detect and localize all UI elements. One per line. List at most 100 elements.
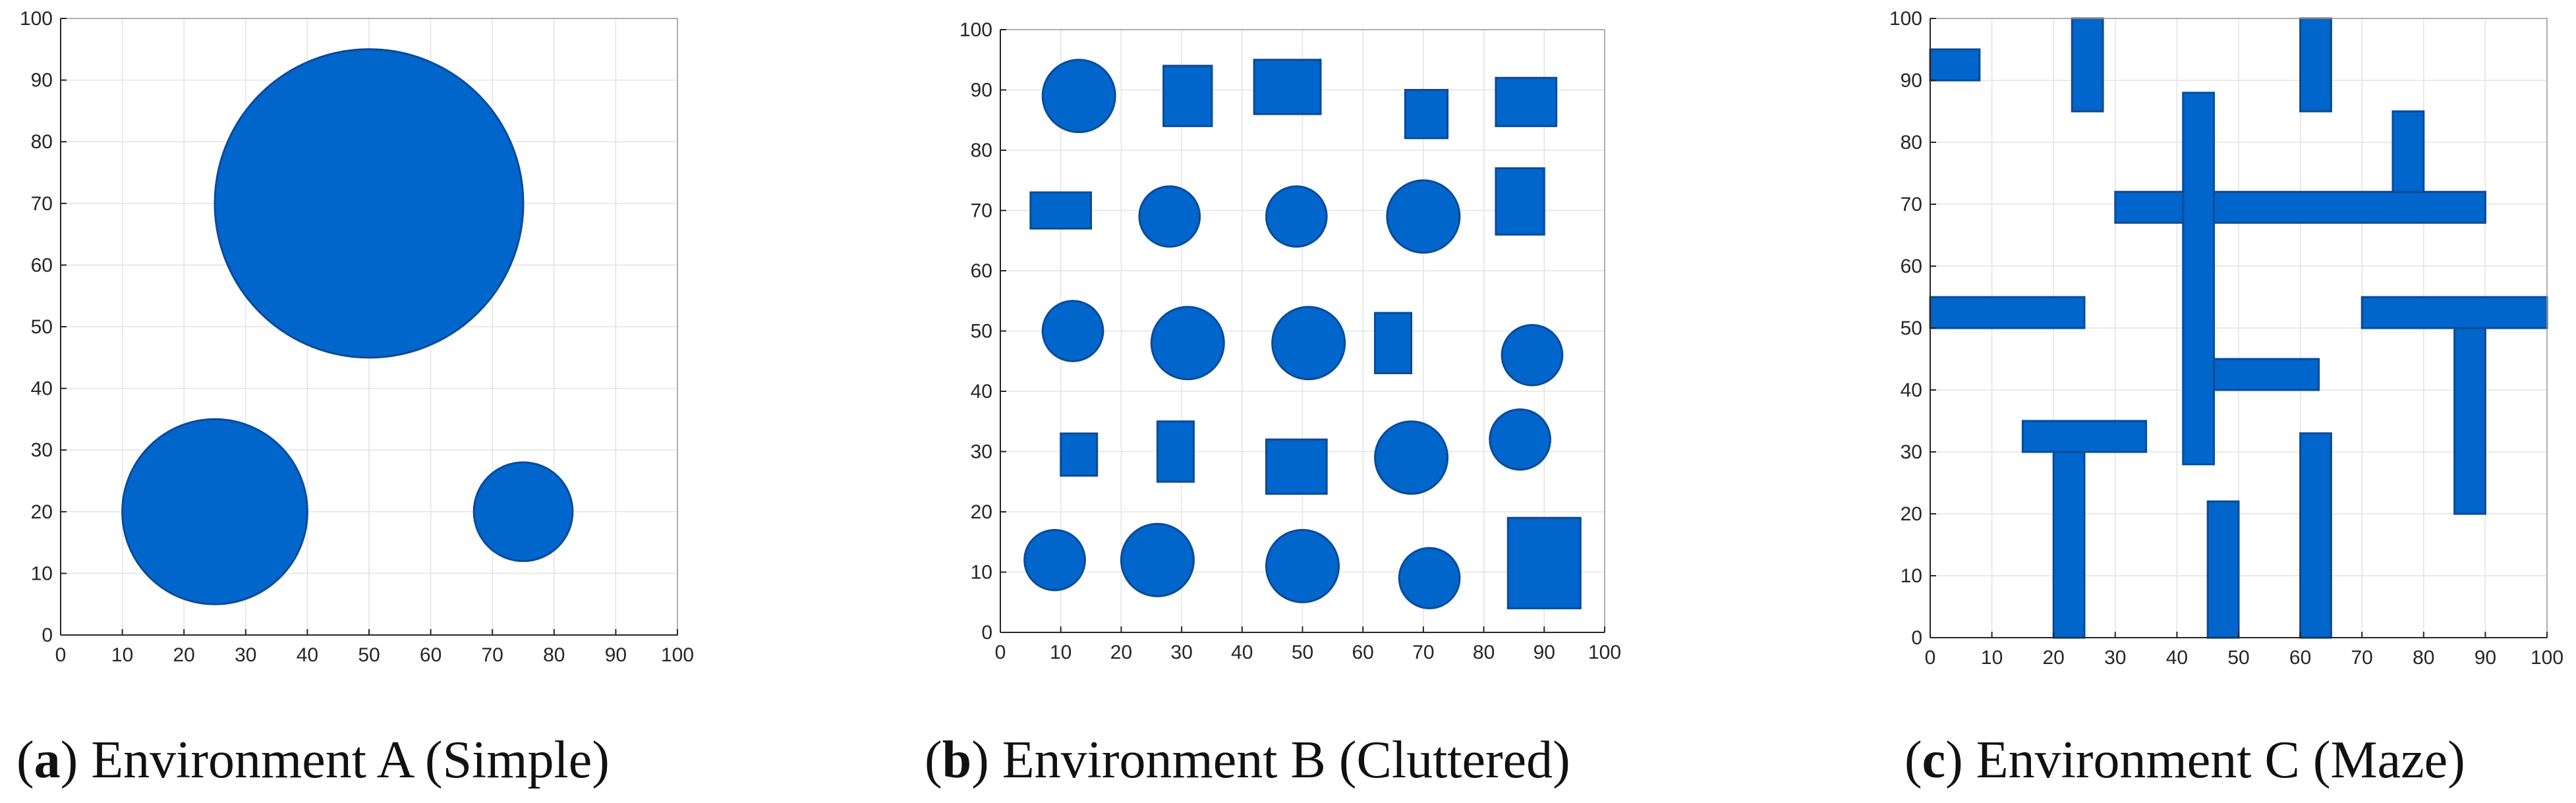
env-c-obstacle-rect [2453, 327, 2486, 515]
env-c-obstacle-rect [2213, 358, 2320, 391]
env-a-x-tick-label: 80 [543, 644, 565, 666]
env-b-x-tick-label: 80 [1473, 642, 1495, 663]
env-b-obstacle-rect [1253, 59, 1322, 115]
env-b-y-tick-label: 10 [971, 562, 992, 584]
env-c-x-tick-label: 90 [2475, 647, 2496, 669]
env-c-y-tick-label: 100 [1889, 8, 1922, 30]
env-b-obstacle-circle [1041, 300, 1104, 362]
env-a-y-tick-label: 80 [31, 131, 53, 153]
env-b-y-tick-label: 90 [971, 80, 992, 101]
env-b-obstacle-circle [1138, 185, 1201, 248]
env-b-obstacle-circle [1265, 528, 1340, 603]
env-b-y-tick-label: 20 [971, 501, 992, 523]
env-a-y-tick-label: 40 [31, 378, 53, 400]
env-a-y-tick-label: 0 [42, 624, 53, 646]
env-c-y-tick-label: 60 [1901, 256, 1922, 277]
env-c-y-tick-label: 50 [1901, 318, 1922, 339]
env-a-x-tick-label: 40 [297, 644, 318, 666]
env-b-obstacle-circle [1265, 185, 1328, 248]
env-c-y-tick-label: 10 [1901, 565, 1922, 587]
env-a-x-tick-label: 90 [605, 644, 627, 666]
env-a-y-tick-label: 10 [31, 563, 53, 584]
env-a-obstacle-circle [472, 461, 574, 563]
env-c-x-tick-label: 30 [2104, 647, 2126, 669]
env-c-x-tick-label: 0 [1925, 647, 1936, 669]
env-b-x-tick-label: 100 [1588, 642, 1621, 663]
env-c-obstacle-rect [1929, 48, 1981, 82]
env-c-obstacle-rect [2182, 92, 2216, 466]
env-b-obstacle-circle [1150, 306, 1225, 381]
env-c-x-tick-label: 60 [2289, 647, 2311, 669]
env-b-obstacle-rect [1404, 89, 1449, 140]
env-b-x-tick-label: 70 [1412, 642, 1434, 663]
env-a-y-tick-label: 50 [31, 316, 53, 338]
env-b-y-tick-label: 30 [971, 441, 992, 463]
env-c-obstacle-rect [2114, 190, 2486, 224]
env-a-x-tick-label: 70 [482, 644, 503, 666]
env-b-x-tick-label: 30 [1170, 642, 1192, 663]
env-a-y-tick-label: 20 [31, 501, 53, 523]
env-b-obstacle-circle [1023, 528, 1086, 592]
panel-environment-b: 0 10 20 30 40 50 60 70 80 90 100 0 10 20 30 40 50 60 70 80 9… [959, 19, 1621, 663]
env-b-y-tick-label: 50 [971, 321, 992, 343]
panel-environment-a: 0 10 20 30 40 50 60 70 80 90 100 0 10 20 30 40 50 60 70 80 9… [20, 8, 694, 666]
caption-a-letter: a [34, 731, 61, 789]
env-c-y-tick-label: 40 [1901, 379, 1922, 401]
env-b-obstacle-circle [1501, 323, 1564, 387]
env-b-x-tick-label: 60 [1352, 642, 1374, 663]
env-b-obstacle-circle [1386, 179, 1461, 254]
env-a-x-tick-label: 100 [661, 644, 694, 666]
env-c-obstacle-rect [2361, 296, 2548, 329]
env-c-y-tick-label: 70 [1901, 194, 1922, 215]
caption-b: (b) Environment B (Cluttered) [925, 731, 1570, 789]
env-b-obstacle-rect [1495, 167, 1545, 236]
env-c-obstacle-rect [2052, 451, 2086, 639]
env-c-x-tick-label: 100 [2531, 647, 2563, 669]
env-a-x-tick-label: 30 [235, 644, 256, 666]
env-b-obstacle-rect [1156, 420, 1195, 483]
caption-c-letter: c [1922, 731, 1946, 789]
env-c-obstacle-rect [2391, 110, 2425, 193]
env-b-obstacle-rect [1060, 432, 1099, 477]
env-b-obstacle-rect [1495, 76, 1558, 127]
env-b-y-tick-label: 0 [981, 622, 992, 644]
env-a-x-tick-label: 50 [358, 644, 380, 666]
env-a-x-tick-label: 10 [111, 644, 133, 666]
env-c-y-tick-label: 30 [1901, 441, 1922, 463]
env-b-obstacle-rect [1162, 65, 1213, 127]
env-c-obstacle-rect [2071, 17, 2104, 113]
env-a-y-tick-label: 100 [20, 8, 53, 30]
env-c-obstacle-rect [2299, 432, 2332, 639]
env-b-obstacle-rect [1506, 516, 1582, 609]
env-b-y-tick-label: 60 [971, 260, 992, 282]
env-c-y-tick-label: 90 [1901, 70, 1922, 92]
env-b-obstacle-circle [1120, 522, 1195, 597]
env-c-obstacle-rect [2299, 17, 2332, 113]
env-b-y-tick-label: 80 [971, 140, 992, 161]
env-c-x-tick-label: 20 [2043, 647, 2065, 669]
env-c-y-tick-label: 20 [1901, 503, 1922, 525]
caption-b-text: Environment B (Cluttered) [1002, 731, 1570, 789]
caption-c-text: Environment C (Maze) [1976, 731, 2465, 789]
env-b-x-tick-label: 10 [1050, 642, 1072, 663]
env-c-obstacle-rect [2206, 500, 2240, 639]
env-b-y-tick-label: 40 [971, 381, 992, 402]
env-a-y-tick-label: 90 [31, 70, 53, 92]
env-c-x-tick-label: 40 [2166, 647, 2188, 669]
env-c-x-tick-label: 70 [2351, 647, 2373, 669]
env-a-x-tick-label: 20 [173, 644, 195, 666]
env-b-obstacle-rect [1374, 312, 1413, 375]
env-a-x-tick-label: 60 [420, 644, 442, 666]
env-b-obstacle-circle [1041, 59, 1116, 134]
env-c-y-tick-label: 0 [1911, 627, 1922, 649]
env-b-x-tick-label: 0 [995, 642, 1006, 663]
env-c-y-tick-label: 80 [1901, 132, 1922, 153]
env-c-obstacle-rect [2021, 420, 2148, 453]
env-b-x-tick-label: 40 [1231, 642, 1253, 663]
caption-a: (a) Environment A (Simple) [16, 731, 610, 789]
env-b-x-tick-label: 50 [1292, 642, 1313, 663]
panel-environment-c: 0 10 20 30 40 50 60 70 80 90 100 0 10 20 30 40 50 60 70 80 9… [1889, 8, 2563, 669]
env-a-y-tick-label: 70 [31, 193, 53, 215]
env-b-obstacle-circle [1489, 408, 1551, 471]
